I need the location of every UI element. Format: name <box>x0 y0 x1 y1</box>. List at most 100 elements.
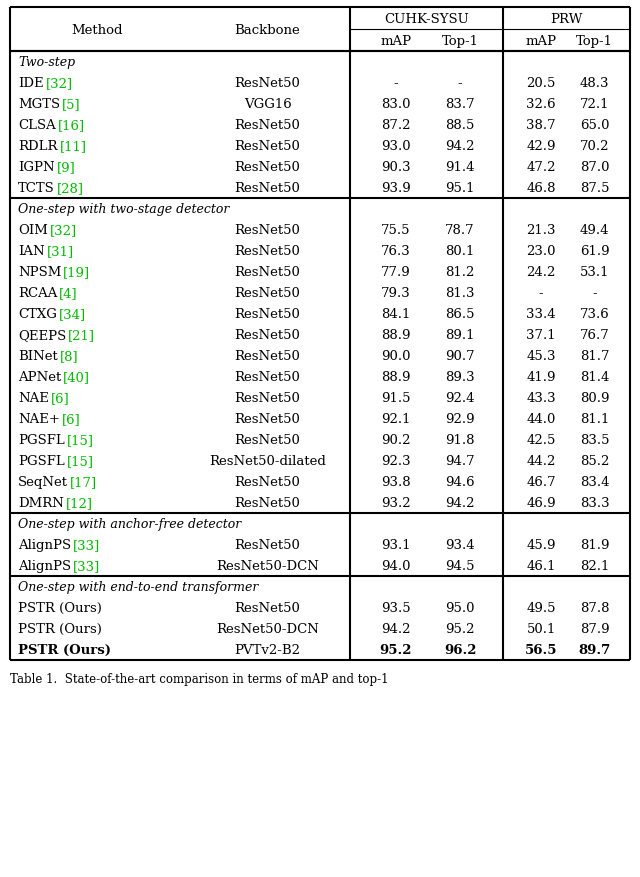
Text: 94.6: 94.6 <box>445 475 475 488</box>
Text: 80.9: 80.9 <box>580 391 609 404</box>
Text: 76.7: 76.7 <box>580 329 609 342</box>
Text: 96.2: 96.2 <box>444 643 476 656</box>
Text: ResNet50: ResNet50 <box>235 224 300 237</box>
Text: ResNet50: ResNet50 <box>235 538 300 552</box>
Text: [6]: [6] <box>62 412 81 425</box>
Text: 92.3: 92.3 <box>381 454 411 467</box>
Text: 85.2: 85.2 <box>580 454 609 467</box>
Text: ResNet50: ResNet50 <box>235 350 300 362</box>
Text: -: - <box>458 77 463 90</box>
Text: [28]: [28] <box>57 182 84 195</box>
Text: 49.4: 49.4 <box>580 224 609 237</box>
Text: 81.1: 81.1 <box>580 412 609 425</box>
Text: [40]: [40] <box>63 371 90 383</box>
Text: [19]: [19] <box>63 266 90 279</box>
Text: SeqNet: SeqNet <box>18 475 68 488</box>
Text: 89.7: 89.7 <box>579 643 611 656</box>
Text: IDE: IDE <box>18 77 44 90</box>
Text: 32.6: 32.6 <box>526 98 556 111</box>
Text: 93.4: 93.4 <box>445 538 475 552</box>
Text: 92.1: 92.1 <box>381 412 411 425</box>
Text: 92.4: 92.4 <box>445 391 475 404</box>
Text: IAN: IAN <box>18 245 45 258</box>
Text: PSTR (Ours): PSTR (Ours) <box>18 623 102 635</box>
Text: 33.4: 33.4 <box>526 308 556 321</box>
Text: 90.2: 90.2 <box>381 433 411 446</box>
Text: [15]: [15] <box>67 454 93 467</box>
Text: 61.9: 61.9 <box>580 245 609 258</box>
Text: [17]: [17] <box>70 475 97 488</box>
Text: 94.0: 94.0 <box>381 560 411 573</box>
Text: 83.0: 83.0 <box>381 98 411 111</box>
Text: 93.0: 93.0 <box>381 139 411 153</box>
Text: 80.1: 80.1 <box>445 245 475 258</box>
Text: ResNet50: ResNet50 <box>235 139 300 153</box>
Text: 46.7: 46.7 <box>526 475 556 488</box>
Text: 88.9: 88.9 <box>381 371 411 383</box>
Text: One-step with end-to-end transformer: One-step with end-to-end transformer <box>18 581 259 594</box>
Text: 45.9: 45.9 <box>526 538 556 552</box>
Text: Backbone: Backbone <box>235 24 300 37</box>
Text: 82.1: 82.1 <box>580 560 609 573</box>
Text: DMRN: DMRN <box>18 496 64 510</box>
Text: [33]: [33] <box>73 538 100 552</box>
Text: 94.2: 94.2 <box>445 139 475 153</box>
Text: ResNet50-DCN: ResNet50-DCN <box>216 560 319 573</box>
Text: ResNet50: ResNet50 <box>235 412 300 425</box>
Text: 90.7: 90.7 <box>445 350 475 362</box>
Text: Top-1: Top-1 <box>442 34 479 47</box>
Text: [6]: [6] <box>51 391 70 404</box>
Text: [8]: [8] <box>60 350 78 362</box>
Text: 72.1: 72.1 <box>580 98 609 111</box>
Text: QEEPS: QEEPS <box>18 329 67 342</box>
Text: AlignPS: AlignPS <box>18 560 71 573</box>
Text: 41.9: 41.9 <box>526 371 556 383</box>
Text: 48.3: 48.3 <box>580 77 609 90</box>
Text: ResNet50: ResNet50 <box>235 602 300 614</box>
Text: 83.3: 83.3 <box>580 496 609 510</box>
Text: ResNet50: ResNet50 <box>235 475 300 488</box>
Text: [33]: [33] <box>73 560 100 573</box>
Text: [34]: [34] <box>59 308 86 321</box>
Text: ResNet50: ResNet50 <box>235 182 300 195</box>
Text: [31]: [31] <box>47 245 74 258</box>
Text: ResNet50-DCN: ResNet50-DCN <box>216 623 319 635</box>
Text: ResNet50: ResNet50 <box>235 329 300 342</box>
Text: PVTv2-B2: PVTv2-B2 <box>234 643 301 656</box>
Text: CTXG: CTXG <box>18 308 57 321</box>
Text: ResNet50: ResNet50 <box>235 266 300 279</box>
Text: NAE+: NAE+ <box>18 412 60 425</box>
Text: 21.3: 21.3 <box>526 224 556 237</box>
Text: 38.7: 38.7 <box>526 119 556 132</box>
Text: NAE: NAE <box>18 391 49 404</box>
Text: ResNet50: ResNet50 <box>235 160 300 174</box>
Text: BINet: BINet <box>18 350 58 362</box>
Text: 91.5: 91.5 <box>381 391 411 404</box>
Text: ResNet50-dilated: ResNet50-dilated <box>209 454 326 467</box>
Text: 42.9: 42.9 <box>526 139 556 153</box>
Text: [11]: [11] <box>60 139 86 153</box>
Text: PSTR (Ours): PSTR (Ours) <box>18 602 102 614</box>
Text: 93.9: 93.9 <box>381 182 411 195</box>
Text: 95.0: 95.0 <box>445 602 475 614</box>
Text: 87.0: 87.0 <box>580 160 609 174</box>
Text: 42.5: 42.5 <box>527 433 556 446</box>
Text: Two-step: Two-step <box>18 56 75 69</box>
Text: PGSFL: PGSFL <box>18 454 65 467</box>
Text: 90.0: 90.0 <box>381 350 411 362</box>
Text: 87.8: 87.8 <box>580 602 609 614</box>
Text: 78.7: 78.7 <box>445 224 475 237</box>
Text: Table 1.  State-of-the-art comparison in terms of mAP and top-1: Table 1. State-of-the-art comparison in … <box>10 672 388 685</box>
Text: TCTS: TCTS <box>18 182 55 195</box>
Text: 50.1: 50.1 <box>527 623 556 635</box>
Text: PSTR (Ours): PSTR (Ours) <box>18 643 111 656</box>
Text: 53.1: 53.1 <box>580 266 609 279</box>
Text: 47.2: 47.2 <box>526 160 556 174</box>
Text: ResNet50: ResNet50 <box>235 496 300 510</box>
Text: NPSM: NPSM <box>18 266 61 279</box>
Text: One-step with two-stage detector: One-step with two-stage detector <box>18 203 229 216</box>
Text: 91.4: 91.4 <box>445 160 475 174</box>
Text: 65.0: 65.0 <box>580 119 609 132</box>
Text: 87.9: 87.9 <box>580 623 609 635</box>
Text: OIM: OIM <box>18 224 48 237</box>
